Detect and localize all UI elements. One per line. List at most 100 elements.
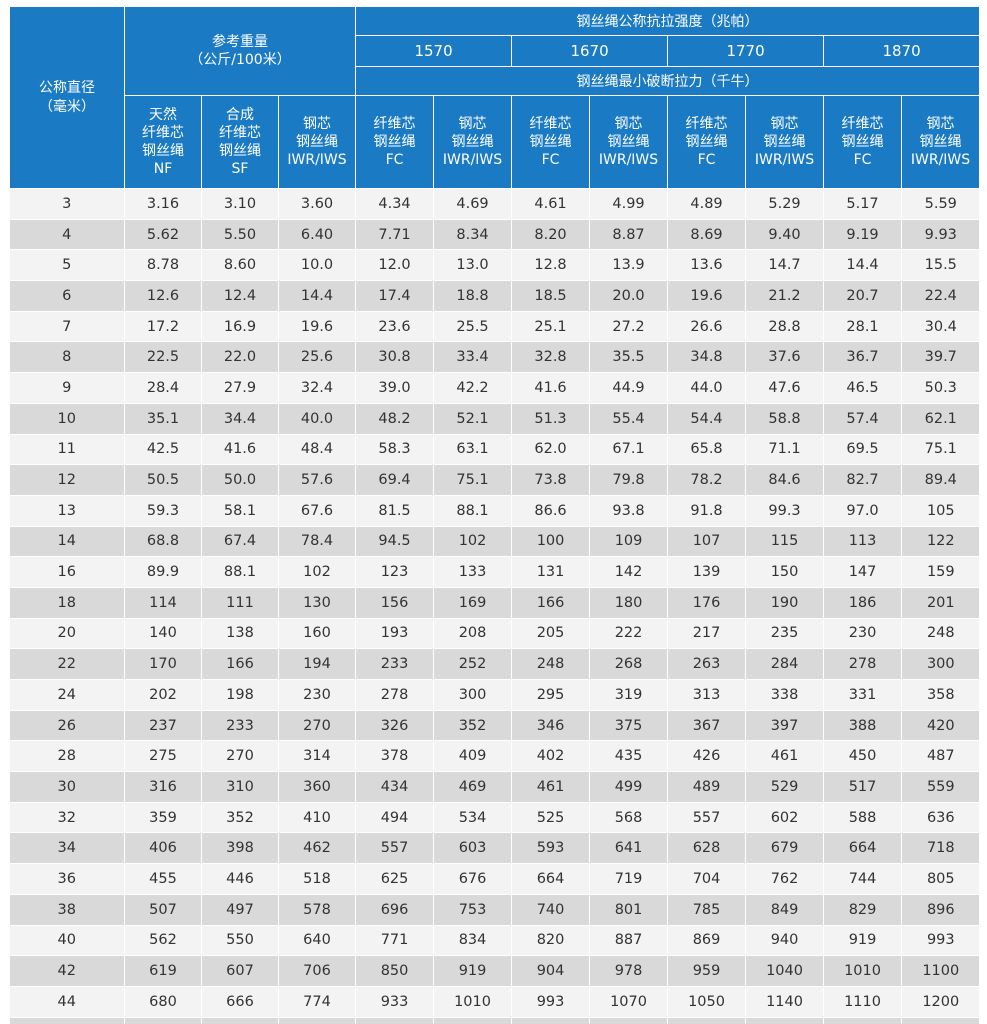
value-cell: 235 bbox=[745, 618, 824, 650]
value-cell: 46.5 bbox=[823, 372, 902, 404]
value-cell: 406 bbox=[124, 832, 202, 865]
table-row: 7 17.2 16.9 19.6 23.6 25.5 25.1 27.2 26.6 28.8 28.… bbox=[9, 311, 979, 343]
value-cell: 314 bbox=[277, 740, 356, 773]
diameter-cell: 3 bbox=[9, 188, 125, 220]
value-cell: 4.89 bbox=[667, 188, 746, 220]
table-row: 3 3.16 3.10 3.60 4.34 4.69 4.61 4.99 4.89 5.29 5.1… bbox=[9, 188, 979, 220]
value-cell: 71.1 bbox=[745, 434, 824, 466]
value-cell: 603 bbox=[433, 832, 512, 865]
value-cell: 32.8 bbox=[511, 341, 590, 374]
value-cell: 869 bbox=[667, 925, 746, 957]
value-cell: 4.69 bbox=[433, 188, 512, 220]
value-cell: 9.93 bbox=[901, 219, 979, 251]
table-header: 公称直径 （毫米） 参考重量 （公斤/100米） 钢丝绳公称抗拉强度（兆帕） 1… bbox=[9, 6, 979, 189]
value-cell: 1110 bbox=[823, 986, 902, 1018]
header-1770-fc: 纤维芯 钢丝绳 FC bbox=[667, 95, 747, 189]
value-cell: 771 bbox=[355, 925, 434, 957]
value-cell: 58.3 bbox=[355, 434, 434, 466]
table-row: 9 28.4 27.9 32.4 39.0 42.2 41.6 44.9 44.0 47.6 46.… bbox=[9, 372, 979, 404]
value-cell: 88.1 bbox=[201, 556, 279, 588]
value-cell: 142 bbox=[589, 556, 668, 588]
value-cell: 959 bbox=[667, 955, 746, 987]
table-row: 18 114 111 130 156 169 166 180 176 190 186 201 bbox=[9, 587, 979, 619]
value-cell: 35.1 bbox=[124, 403, 202, 435]
value-cell: 664 bbox=[511, 863, 590, 895]
header-weight-iwr: 钢芯 钢丝绳 IWR/IWS bbox=[277, 95, 357, 189]
value-cell: 409 bbox=[433, 740, 512, 773]
value-cell: 487 bbox=[901, 740, 979, 773]
value-cell: 13.0 bbox=[433, 249, 512, 282]
value-cell: 63.1 bbox=[433, 434, 512, 466]
value-cell: 3.60 bbox=[277, 188, 356, 220]
value-cell: 8.78 bbox=[124, 249, 202, 282]
value-cell: 18.8 bbox=[433, 280, 512, 312]
value-cell: 58.8 bbox=[745, 403, 824, 435]
table-row: 14 68.8 67.4 78.4 94.5 102 100 109 107 115 113 122 bbox=[9, 526, 979, 558]
value-cell: 300 bbox=[901, 648, 979, 680]
header-1770-iwr-label: 钢芯 钢丝绳 IWR/IWS bbox=[754, 116, 815, 168]
value-cell: 5.50 bbox=[201, 219, 279, 251]
diameter-cell: 13 bbox=[9, 495, 125, 527]
value-cell: 978 bbox=[589, 955, 668, 987]
value-cell: 462 bbox=[277, 832, 356, 865]
value-cell: 8.87 bbox=[589, 219, 668, 251]
value-cell: 159 bbox=[901, 556, 979, 588]
table-row: 10 35.1 34.4 40.0 48.2 52.1 51.3 55.4 54.4 58.8 57… bbox=[9, 403, 979, 435]
header-1870-fc-label: 纤维芯 钢丝绳 FC bbox=[841, 116, 884, 168]
value-cell: 88.1 bbox=[433, 495, 512, 527]
value-cell: 69.5 bbox=[823, 434, 902, 466]
value-cell: 12.0 bbox=[355, 249, 434, 282]
wire-rope-spec-table: 公称直径 （毫米） 参考重量 （公斤/100米） 钢丝绳公称抗拉强度（兆帕） 1… bbox=[9, 6, 979, 1024]
value-cell: 58.1 bbox=[201, 495, 279, 527]
header-reference-weight: 参考重量 （公斤/100米） bbox=[123, 6, 357, 96]
value-cell: 525 bbox=[511, 802, 590, 834]
value-cell: 455 bbox=[124, 863, 202, 895]
value-cell: 133 bbox=[433, 556, 512, 588]
value-cell: 785 bbox=[667, 894, 746, 926]
header-weight-sf-label: 合成 纤维芯 钢丝绳 SF bbox=[219, 107, 261, 177]
value-cell: 275 bbox=[124, 740, 202, 773]
table-row: 12 50.5 50.0 57.6 69.4 75.1 73.8 79.8 78.2 84.6 82… bbox=[9, 464, 979, 496]
value-cell: 1010 bbox=[433, 986, 512, 1018]
header-grade-1770: 1770 bbox=[667, 35, 825, 67]
value-cell: 59.3 bbox=[124, 495, 202, 527]
value-cell: 105 bbox=[901, 495, 979, 527]
table-row: 34 406 398 462 557 603 593 641 628 679 664 718 bbox=[9, 832, 979, 865]
value-cell: 397 bbox=[745, 710, 824, 742]
value-cell: 17.2 bbox=[124, 311, 202, 343]
value-cell: 205 bbox=[511, 618, 590, 650]
value-cell: 4.99 bbox=[589, 188, 668, 220]
value-cell: 5.29 bbox=[745, 188, 824, 220]
value-cell: 57.4 bbox=[823, 403, 902, 435]
value-cell: 557 bbox=[667, 802, 746, 834]
value-cell: 263 bbox=[667, 648, 746, 680]
value-cell: 1080 bbox=[511, 1017, 590, 1024]
value-cell: 359 bbox=[124, 802, 202, 834]
value-cell: 57.6 bbox=[277, 464, 356, 496]
table-row: 4674372884610201100108011701150124012101… bbox=[9, 1017, 979, 1024]
value-cell: 75.1 bbox=[433, 464, 512, 496]
value-cell: 1240 bbox=[745, 1017, 824, 1024]
value-cell: 79.8 bbox=[589, 464, 668, 496]
value-cell: 774 bbox=[277, 986, 356, 1018]
value-cell: 40.0 bbox=[277, 403, 356, 435]
diameter-cell: 11 bbox=[9, 434, 125, 466]
value-cell: 14.7 bbox=[745, 249, 824, 282]
value-cell: 75.1 bbox=[901, 434, 979, 466]
table-row: 42 619 607 706 850 919 904 978 959 1040 1010 1100 bbox=[9, 955, 979, 987]
value-cell: 719 bbox=[589, 863, 668, 895]
value-cell: 8.20 bbox=[511, 219, 590, 251]
header-weight-nf-label: 天然 纤维芯 钢丝绳 NF bbox=[142, 107, 184, 177]
header-grade-1570: 1570 bbox=[355, 35, 513, 67]
value-cell: 270 bbox=[201, 740, 279, 773]
value-cell: 123 bbox=[355, 556, 434, 588]
value-cell: 20.7 bbox=[823, 280, 902, 312]
value-cell: 346 bbox=[511, 710, 590, 742]
value-cell: 494 bbox=[355, 802, 434, 834]
value-cell: 19.6 bbox=[667, 280, 746, 312]
table-row: 8 22.5 22.0 25.6 30.8 33.4 32.8 35.5 34.8 37.6 36.… bbox=[9, 341, 979, 374]
value-cell: 9.40 bbox=[745, 219, 824, 251]
value-cell: 147 bbox=[823, 556, 902, 588]
value-cell: 14.4 bbox=[823, 249, 902, 282]
value-cell: 55.4 bbox=[589, 403, 668, 435]
